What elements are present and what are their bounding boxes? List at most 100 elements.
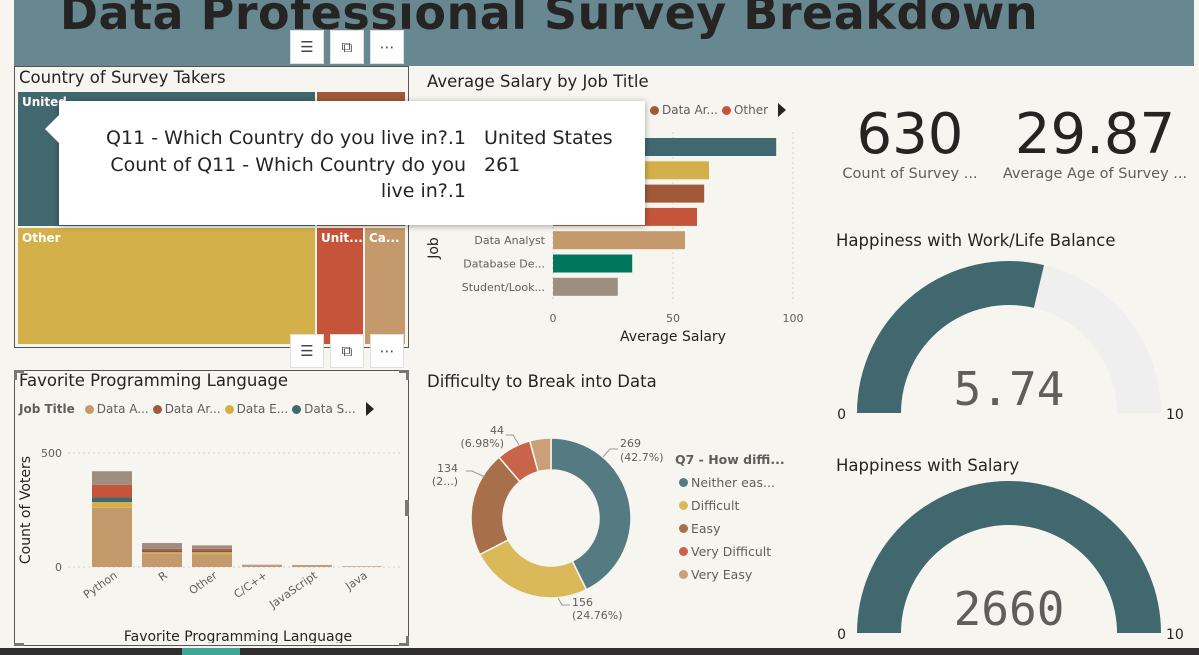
resize-handle[interactable] [14, 370, 17, 380]
legend-label[interactable]: Data Ar... [164, 402, 221, 416]
resize-handle[interactable] [399, 643, 409, 646]
language-bar-segment[interactable] [92, 497, 132, 503]
gauge-track[interactable] [1033, 265, 1161, 413]
x-tick-label: 50 [666, 312, 680, 325]
filter-button[interactable]: ☰ [290, 30, 324, 64]
legend-dot [679, 570, 688, 579]
y-tick-label: 500 [41, 447, 62, 460]
donut-data-label: (24.76%) [572, 609, 623, 622]
salary-chart-legend: Data Ar... Other [646, 103, 787, 117]
language-bar-segment[interactable] [92, 471, 132, 485]
language-bar-segment[interactable] [142, 551, 182, 553]
legend-label[interactable]: Other [733, 103, 769, 117]
kpi-count-value: 630 [856, 102, 964, 167]
donut-data-label: 156 [572, 596, 593, 609]
legend-label: Easy [691, 521, 721, 536]
salary-bar[interactable] [553, 277, 618, 296]
gauge-worklife: 5.74 0 10 [837, 261, 1184, 423]
treemap-cell-united[interactable]: Unit... [317, 228, 363, 344]
language-bar-segment[interactable] [142, 548, 182, 552]
y-tick-label: Data Analyst [474, 234, 545, 247]
language-bar-segment[interactable] [92, 484, 132, 498]
filter-button[interactable]: ☰ [290, 334, 324, 368]
resize-handle[interactable] [406, 370, 409, 380]
x-axis-title: Favorite Programming Language [124, 629, 352, 643]
treemap-cell-canada[interactable]: Ca... [365, 228, 405, 344]
x-tick-label: 100 [783, 312, 804, 325]
donut-data-label: (42.7%) [620, 451, 664, 464]
y-axis-title: Job [426, 237, 442, 260]
more-options-icon: ⋯ [379, 342, 395, 360]
legend-label: Very Easy [691, 567, 753, 582]
language-bar-segment[interactable] [192, 548, 232, 552]
gauge-value: 5.74 [954, 362, 1065, 416]
resize-handle[interactable] [399, 370, 409, 373]
legend-item[interactable]: Neither eas... [675, 475, 785, 490]
resize-handle[interactable] [406, 636, 409, 646]
tooltip-value-country: United States [484, 127, 613, 149]
language-bar-segment[interactable] [192, 552, 232, 555]
focus-mode-icon: ⧉ [341, 342, 353, 360]
legend-label[interactable]: Data S... [304, 402, 356, 416]
gauge-fill[interactable] [857, 261, 1045, 413]
salary-bar[interactable] [553, 254, 633, 273]
page-tab-bar [0, 648, 1199, 655]
page-title: Data Professional Survey Breakdown [59, 0, 1039, 40]
gauge-min-label: 0 [837, 627, 846, 643]
resize-handle[interactable] [14, 370, 24, 373]
language-bar-segment[interactable] [292, 565, 332, 567]
more-options-button[interactable]: ⋯ [370, 30, 404, 64]
language-bar-segment[interactable] [92, 507, 132, 567]
legend-item[interactable]: Difficult [675, 498, 785, 513]
more-options-icon: ⋯ [379, 38, 395, 56]
visual-header-country: ☰ ⧉ ⋯ [290, 30, 404, 64]
gauge-max-label: 10 [1166, 627, 1184, 643]
language-bar-segment[interactable] [242, 565, 282, 567]
focus-mode-button[interactable]: ⧉ [330, 30, 364, 64]
resize-handle[interactable] [405, 500, 409, 516]
gauge-worklife-title: Happiness with Work/Life Balance [836, 231, 1116, 250]
focus-mode-icon: ⧉ [341, 38, 353, 56]
focus-mode-button[interactable]: ⧉ [330, 334, 364, 368]
filter-icon: ☰ [300, 38, 314, 56]
language-bar-segment[interactable] [142, 543, 182, 549]
gauge-value: 2660 [954, 582, 1065, 636]
language-bar-segment[interactable] [192, 551, 232, 553]
legend-title: Q7 - How diffi... [675, 452, 785, 467]
language-bar-segment[interactable] [142, 553, 182, 567]
more-options-button[interactable]: ⋯ [370, 334, 404, 368]
gauge-salary: 2660 0 10 [837, 481, 1184, 643]
language-bar-segment[interactable] [142, 552, 182, 554]
legend-label[interactable]: Data A... [96, 402, 149, 416]
gauge-fill[interactable] [857, 481, 1161, 633]
legend-label[interactable]: Data Ar... [662, 103, 718, 117]
country-tooltip: Q11 - Which Country do you live in?.1 Un… [45, 101, 645, 225]
donut-data-label: 134 [437, 462, 458, 475]
legend-title: Job Title [19, 402, 75, 416]
legend-dot [650, 105, 659, 115]
donut-slice[interactable] [550, 437, 632, 591]
legend-dot [721, 105, 731, 115]
legend-dot [679, 501, 688, 510]
legend-item[interactable]: Easy [675, 521, 785, 536]
language-bar-segment[interactable] [192, 545, 232, 549]
active-page-tab[interactable] [182, 648, 240, 655]
title-banner: Data Professional Survey Breakdown [14, 0, 1194, 66]
kpi-age-value: 29.87 [1014, 102, 1176, 167]
donut-slice[interactable] [528, 437, 552, 473]
language-bar-segment[interactable] [192, 554, 232, 567]
legend-next-icon[interactable] [778, 103, 787, 117]
salary-bar[interactable] [553, 231, 685, 250]
legend-next-icon[interactable] [365, 402, 374, 416]
treemap-cell-label: Unit... [321, 231, 363, 245]
legend-item[interactable]: Very Difficult [675, 544, 785, 559]
treemap-cell-label: Ca... [369, 231, 400, 245]
legend-label[interactable]: Data E... [236, 402, 289, 416]
treemap-cell-other[interactable]: Other [18, 228, 315, 344]
donut-slice[interactable] [478, 538, 588, 599]
legend-item[interactable]: Very Easy [675, 567, 785, 582]
language-bar-segment[interactable] [92, 502, 132, 508]
leader-line [506, 434, 520, 446]
resize-handle[interactable] [14, 643, 24, 646]
country-chart-title: Country of Survey Takers [19, 68, 226, 87]
